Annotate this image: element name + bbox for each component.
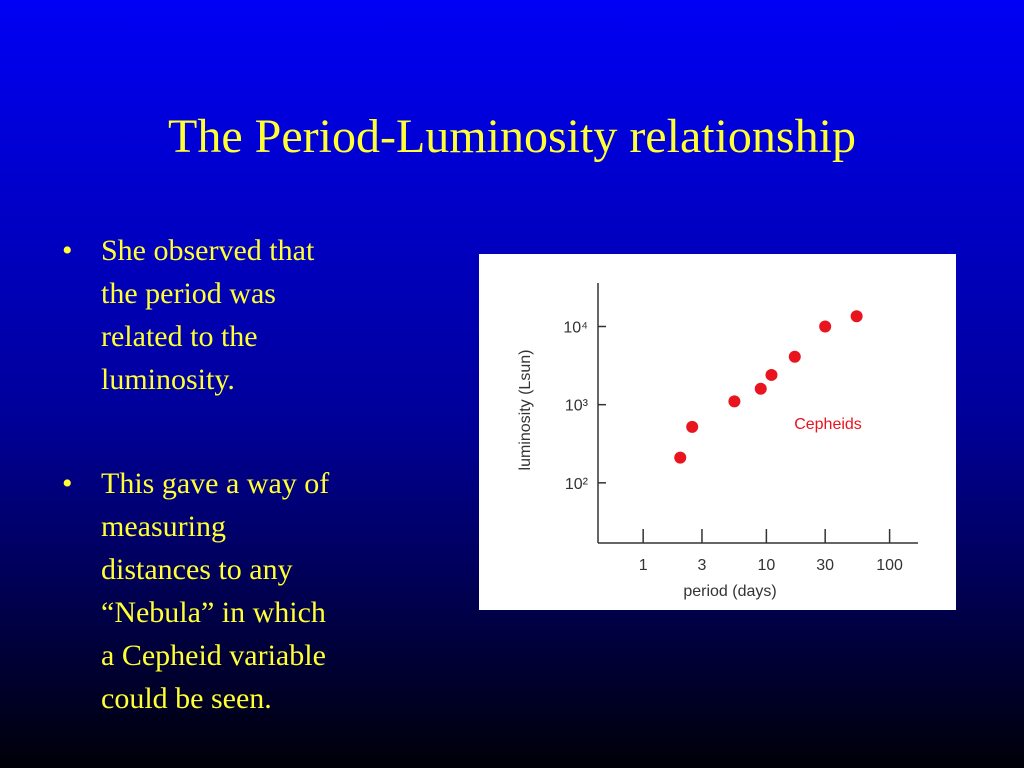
- y-tick-label: 10³: [565, 398, 589, 415]
- data-point: [754, 382, 767, 395]
- data-point: [788, 350, 801, 363]
- bullet-dot: •: [62, 234, 73, 267]
- x-axis-label: period (days): [683, 583, 776, 600]
- x-tick-label: 10: [757, 557, 775, 574]
- bullet-line: This gave a way of: [101, 467, 329, 500]
- data-point: [674, 451, 687, 464]
- y-tick-label: 10²: [565, 476, 589, 493]
- data-point: [850, 310, 863, 323]
- bullet-line: related to the: [101, 320, 258, 353]
- bullet-line: a Cepheid variable: [101, 639, 326, 672]
- bullet-line: measuring: [101, 510, 226, 543]
- x-tick-label: 3: [698, 557, 707, 574]
- bullet-dot: •: [62, 467, 73, 500]
- bullet-line: the period was: [101, 277, 276, 310]
- y-axis-label: luminosity (Lsun): [517, 350, 534, 471]
- data-point: [765, 368, 778, 381]
- x-tick-label: 30: [816, 557, 834, 574]
- slide-title: The Period-Luminosity relationship: [168, 110, 856, 163]
- bullet-line: She observed that: [101, 234, 315, 267]
- data-point: [686, 420, 699, 433]
- bullet-line: distances to any: [101, 553, 293, 586]
- data-point: [819, 320, 832, 333]
- x-tick-label: 1: [639, 557, 648, 574]
- bullet-line: could be seen.: [101, 682, 272, 715]
- y-tick-label: 10⁴: [563, 319, 588, 336]
- annotation: Cepheids: [794, 416, 862, 433]
- bullet-line: luminosity.: [101, 363, 235, 396]
- x-tick-label: 100: [876, 557, 903, 574]
- data-point: [728, 395, 741, 408]
- bullet-line: “Nebula” in which: [101, 596, 326, 629]
- chart-panel: [479, 254, 956, 610]
